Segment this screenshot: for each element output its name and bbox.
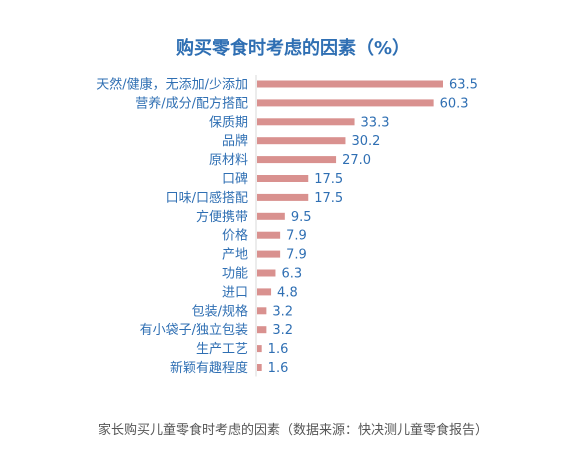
bar <box>257 212 285 220</box>
category-label: 新颖有趣程度 <box>170 360 248 376</box>
data-label: 17.5 <box>314 172 343 187</box>
category-label: 进口 <box>222 285 248 300</box>
bar <box>257 156 337 164</box>
data-label: 9.5 <box>291 210 312 225</box>
category-label: 价格 <box>222 228 248 244</box>
data-label: 63.5 <box>449 78 478 93</box>
data-label: 17.5 <box>314 191 343 206</box>
data-label: 1.6 <box>268 361 289 376</box>
category-label: 口味/口感搭配 <box>166 190 248 206</box>
chart-caption: 家长购买儿童零食时考虑的因素（数据来源：快决测儿童零食报告） <box>97 423 488 438</box>
data-label: 7.9 <box>286 229 307 244</box>
bar <box>257 137 346 145</box>
data-label: 33.3 <box>361 115 390 130</box>
category-label: 生产工艺 <box>196 342 248 357</box>
category-label: 保质期 <box>209 115 248 130</box>
data-label: 3.2 <box>272 323 293 338</box>
category-label: 有小袋子/独立包装 <box>140 323 248 338</box>
bar <box>257 269 276 277</box>
category-label: 天然/健康，无添加/少添加 <box>96 77 248 93</box>
bar <box>257 288 272 296</box>
bar <box>257 80 443 88</box>
bar <box>257 250 281 258</box>
bar <box>257 118 355 126</box>
bar <box>257 345 262 353</box>
category-label: 方便携带 <box>196 209 248 225</box>
category-label: 营养/成分/配方搭配 <box>135 95 248 111</box>
data-label: 60.3 <box>440 96 469 111</box>
bar <box>257 231 281 239</box>
category-label: 品牌 <box>222 133 248 149</box>
category-label: 产地 <box>222 248 248 263</box>
bar-series: 天然/健康，无添加/少添加 63.5 营养/成分/配方搭配 60.3 保质期 33.3 品牌… <box>96 77 478 377</box>
data-label: 7.9 <box>286 248 307 263</box>
data-label: 30.2 <box>351 134 380 149</box>
data-label: 4.8 <box>277 285 298 300</box>
data-label: 1.6 <box>268 342 289 357</box>
bar <box>257 326 267 334</box>
bar <box>257 193 309 201</box>
chart-title: 购买零食时考虑的因素（%） <box>175 38 411 59</box>
bar <box>257 307 267 315</box>
category-label: 口碑 <box>222 171 248 187</box>
data-label: 27.0 <box>342 153 371 168</box>
bar <box>257 99 434 107</box>
bar <box>257 364 262 371</box>
data-label: 6.3 <box>281 267 302 282</box>
category-label: 原材料 <box>209 153 248 168</box>
category-label: 包装/规格 <box>192 303 248 319</box>
category-label: 功能 <box>222 267 248 282</box>
data-label: 3.2 <box>272 304 293 319</box>
bar <box>257 175 309 182</box>
